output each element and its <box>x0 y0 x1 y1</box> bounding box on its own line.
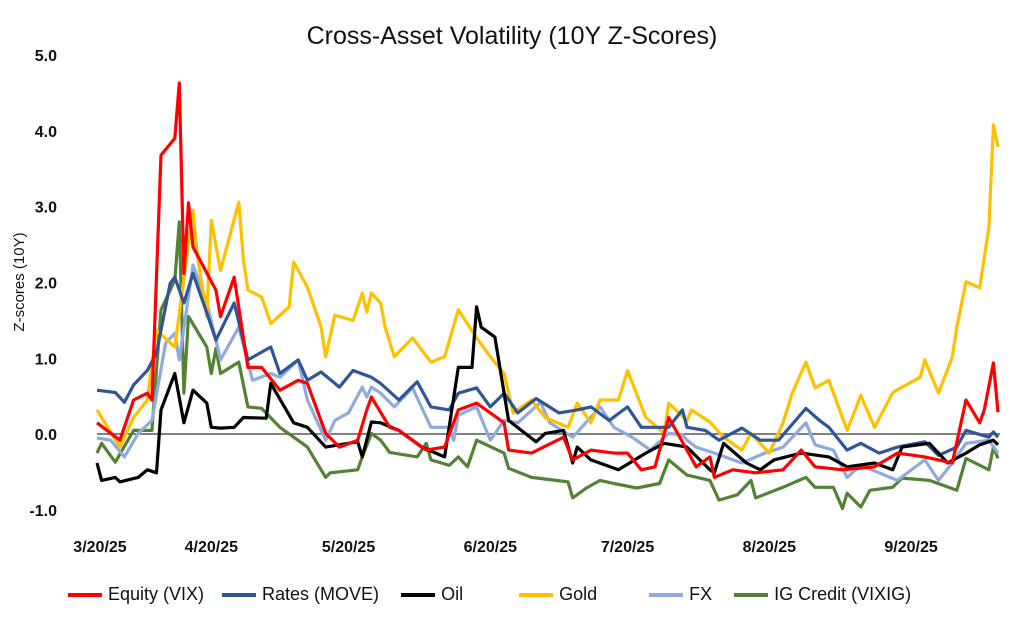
x-tick-label: 6/20/25 <box>464 539 517 556</box>
x-tick-labels: 3/20/25 4/20/25 5/20/25 6/20/25 7/20/25 8/20/… <box>73 539 938 556</box>
legend-item: Equity (VIX) <box>68 584 204 605</box>
y-tick-labels: -1.0 0.0 1.0 2.0 3.0 4.0 5.0 <box>29 48 57 520</box>
legend-swatch <box>401 592 436 597</box>
legend-swatch <box>734 592 769 597</box>
y-tick-label: 0.0 <box>35 427 57 444</box>
series-lines <box>95 81 1000 511</box>
legend-swatch <box>649 592 684 597</box>
chart-title: Cross-Asset Volatility (10Y Z-Scores) <box>307 22 718 50</box>
legend-item: Rates (MOVE) <box>222 584 379 605</box>
series-line-equity-vix <box>96 81 1000 479</box>
x-tick-label: 4/20/25 <box>185 539 238 556</box>
legend-label: Oil <box>441 584 464 604</box>
y-axis-label: Z-scores (10Y) <box>11 232 28 331</box>
series-line-gold <box>95 123 1000 455</box>
y-tick-label: 4.0 <box>35 124 57 141</box>
legend-swatch <box>68 592 102 597</box>
y-tick-label: 1.0 <box>35 351 57 368</box>
y-tick-label: 2.0 <box>35 276 57 293</box>
legend-item: Oil <box>401 584 463 605</box>
legend: Equity (VIX) Rates (MOVE) Oil Gold FX IG Cred… <box>68 584 1008 605</box>
x-tick-label: 5/20/25 <box>322 539 375 556</box>
legend-item: IG Credit (VIXIG) <box>734 584 911 605</box>
y-tick-label: -1.0 <box>29 503 57 520</box>
series-line-ig-credit-vixig <box>95 220 1000 511</box>
legend-item: Gold <box>519 584 597 605</box>
x-tick-label: 8/20/25 <box>743 539 796 556</box>
legend-label: Rates (MOVE) <box>262 584 380 604</box>
legend-swatch <box>222 592 257 597</box>
series-line-oil <box>95 305 1000 484</box>
legend-item: FX <box>649 584 712 605</box>
y-tick-label: 3.0 <box>35 200 57 217</box>
legend-label: Gold <box>559 584 598 604</box>
legend-label: IG Credit (VIXIG) <box>774 584 912 604</box>
series-line-fx <box>96 263 1000 482</box>
y-tick-label: 5.0 <box>35 48 57 65</box>
x-tick-label: 9/20/25 <box>884 539 937 556</box>
legend-swatch <box>519 592 554 597</box>
x-tick-label: 7/20/25 <box>601 539 654 556</box>
x-tick-label: 3/20/25 <box>73 539 126 556</box>
legend-label: FX <box>689 584 713 604</box>
legend-label: Equity (VIX) <box>108 584 205 604</box>
